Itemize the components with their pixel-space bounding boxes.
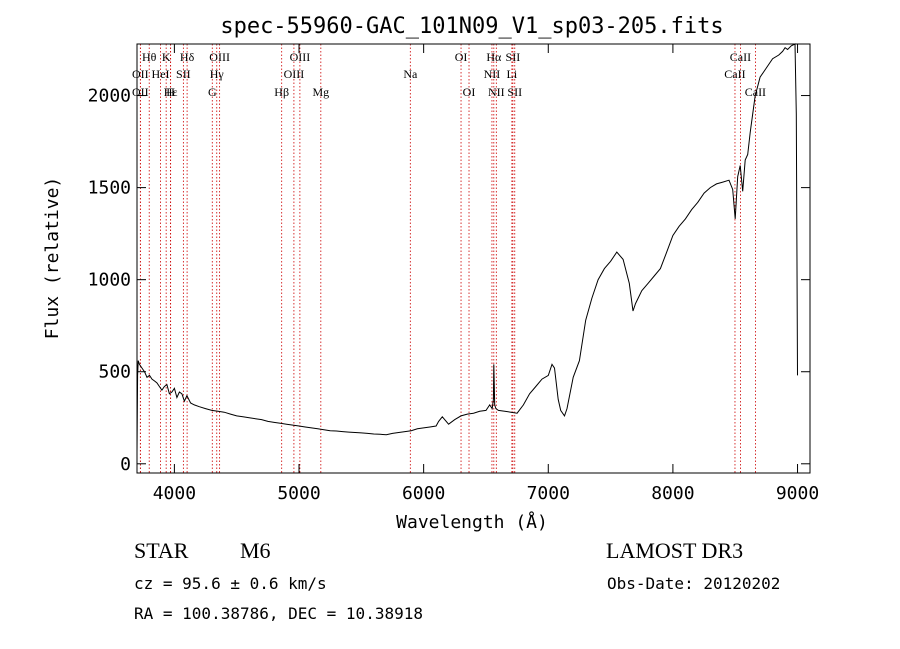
line-label-2: Hδ (180, 50, 195, 64)
line-label-24: OI (463, 85, 476, 99)
line-label-1: K (162, 50, 171, 64)
y-axis-ticks: 0 500 1000 1500 2000 (88, 86, 810, 475)
object-class: STAR (134, 538, 189, 563)
chart-title: spec-55960-GAC_101N09_V1_sp03-205.fits (220, 14, 723, 39)
observation-date: Obs-Date: 20120202 (607, 574, 781, 593)
y-tick-label-0: 0 (120, 454, 131, 475)
line-label-11: SII (176, 67, 191, 81)
survey-name: LAMOST DR3 (606, 538, 744, 563)
line-label-25: NII (488, 85, 505, 99)
x-tick-label-3: 7000 (527, 483, 570, 504)
emission-line-markers (139, 44, 756, 473)
line-label-26: SII (507, 85, 522, 99)
line-label-27: CaII (745, 85, 766, 99)
line-label-5: OI (455, 50, 468, 64)
line-label-17: CaII (724, 67, 745, 81)
line-label-22: Hβ (274, 85, 289, 99)
y-tick-label-3: 1500 (88, 178, 131, 199)
redshift-readout: cz = 95.6 ± 0.6 km/s (134, 574, 327, 593)
line-label-18: OII (132, 85, 149, 99)
line-label-13: OIII (284, 67, 305, 81)
x-tick-label-0: 4000 (153, 483, 196, 504)
line-label-10: HeI (152, 67, 170, 81)
line-label-23: Mg (312, 85, 329, 99)
coordinates-readout: RA = 100.38786, DEC = 10.38918 (134, 604, 423, 623)
y-tick-label-1: 500 (98, 362, 131, 383)
line-label-4: OIII (290, 50, 311, 64)
y-axis-label: Flux (relative) (42, 177, 63, 340)
line-label-16: Li (507, 67, 518, 81)
x-axis-ticks: 4000 5000 6000 7000 8000 9000 (153, 44, 819, 504)
line-label-0: Hθ (142, 50, 157, 64)
x-tick-label-2: 6000 (402, 483, 445, 504)
y-tick-label-4: 2000 (88, 86, 131, 107)
line-label-3: OIII (209, 50, 230, 64)
object-subclass: M6 (240, 538, 271, 563)
line-label-21: G (208, 85, 217, 99)
spectrum-line (136, 43, 798, 453)
line-label-14: Na (403, 67, 418, 81)
line-label-20: H (166, 85, 175, 99)
x-axis-label: Wavelength (Å) (396, 511, 548, 533)
line-label-12: Hγ (210, 67, 225, 81)
x-tick-label-5: 9000 (776, 483, 819, 504)
line-label-8: CaII (730, 50, 751, 64)
line-label-15: NII (484, 67, 501, 81)
line-label-6: Hα (486, 50, 502, 64)
emission-line-labels: Hθ K Hδ OIII OIII OI Hα SII CaII OII HeI SII Hγ OIII N… (132, 50, 766, 99)
line-label-7: SII (506, 50, 521, 64)
plot-frame (136, 43, 811, 474)
x-tick-label-1: 5000 (277, 483, 320, 504)
line-label-9: OII (132, 67, 149, 81)
line-label-19: Hε (164, 85, 178, 99)
x-tick-label-4: 8000 (651, 483, 694, 504)
y-tick-label-2: 1000 (88, 270, 131, 291)
